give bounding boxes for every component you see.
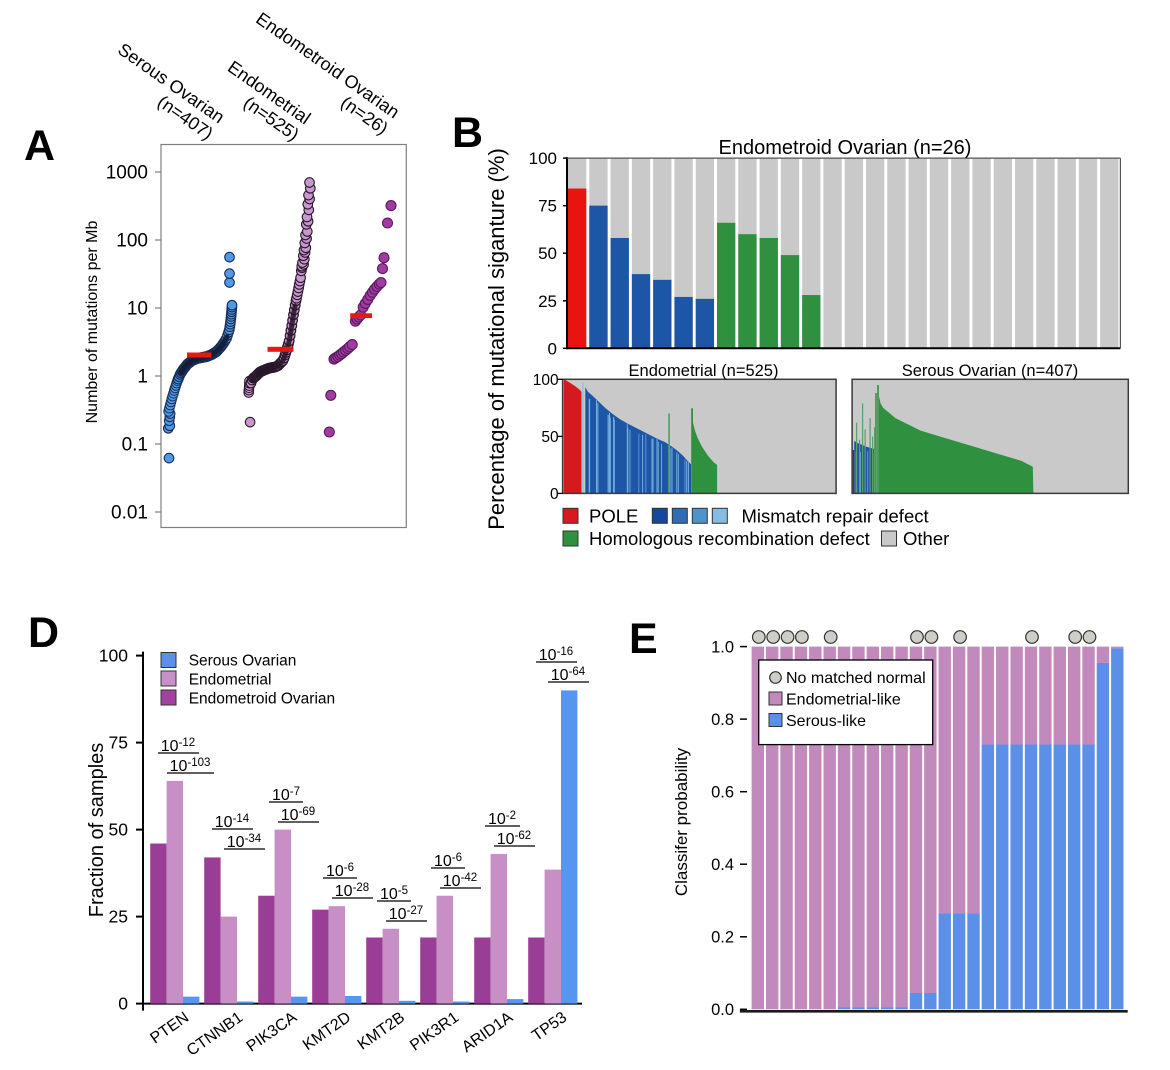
svg-text:25: 25 — [109, 907, 128, 927]
svg-text:100: 100 — [529, 149, 557, 168]
svg-text:50: 50 — [541, 429, 559, 446]
svg-text:75: 75 — [538, 197, 557, 216]
svg-text:Endometroid Ovarian: Endometroid Ovarian — [189, 691, 335, 708]
svg-text:Classifer probability: Classifer probability — [672, 747, 691, 896]
svg-text:Percentage of mutational sigan: Percentage of mutational siganture (%) — [484, 148, 509, 530]
svg-text:Homologous recombination defec: Homologous recombination defect — [589, 528, 870, 549]
svg-text:Endometrial (n=525): Endometrial (n=525) — [629, 362, 779, 380]
svg-text:Serous Ovarian (n=407): Serous Ovarian (n=407) — [902, 362, 1079, 380]
svg-text:1.0: 1.0 — [711, 638, 734, 656]
svg-text:Serous Ovarian: Serous Ovarian — [189, 653, 297, 670]
svg-text:50: 50 — [109, 820, 129, 840]
svg-text:0.8: 0.8 — [711, 711, 734, 729]
svg-text:Number of mutations per Mb: Number of mutations per Mb — [84, 221, 101, 424]
svg-text:25: 25 — [538, 292, 557, 311]
svg-text:50: 50 — [538, 244, 557, 263]
svg-text:POLE: POLE — [589, 506, 638, 527]
svg-text:Endometroid Ovarian (n=26): Endometroid Ovarian (n=26) — [719, 137, 972, 159]
svg-text:Other: Other — [903, 528, 949, 549]
svg-text:0.4: 0.4 — [711, 856, 734, 874]
svg-text:10: 10 — [127, 299, 148, 320]
svg-text:1: 1 — [137, 367, 148, 388]
svg-text:100: 100 — [533, 372, 559, 389]
svg-text:Endometrial-like: Endometrial-like — [786, 692, 901, 709]
svg-text:75: 75 — [109, 733, 128, 753]
svg-text:0: 0 — [550, 486, 559, 503]
svg-text:0.2: 0.2 — [711, 929, 734, 947]
svg-text:1000: 1000 — [106, 163, 148, 184]
svg-text:0: 0 — [118, 994, 128, 1014]
svg-text:E: E — [629, 615, 658, 663]
svg-text:No matched normal: No matched normal — [786, 670, 926, 687]
svg-text:0.01: 0.01 — [111, 503, 148, 524]
svg-text:0: 0 — [548, 339, 557, 358]
svg-text:B: B — [452, 109, 483, 157]
svg-text:Serous-like: Serous-like — [786, 713, 866, 730]
svg-text:A: A — [24, 122, 55, 170]
svg-text:100: 100 — [99, 646, 128, 666]
svg-text:D: D — [28, 609, 59, 657]
svg-text:0.1: 0.1 — [122, 435, 148, 456]
svg-text:Fraction of samples: Fraction of samples — [86, 743, 108, 918]
svg-text:Mismatch repair defect: Mismatch repair defect — [742, 506, 929, 527]
svg-text:Endometrial: Endometrial — [189, 672, 272, 689]
svg-text:100: 100 — [116, 231, 148, 252]
svg-text:0.0: 0.0 — [711, 1001, 734, 1019]
svg-text:0.6: 0.6 — [711, 783, 734, 801]
